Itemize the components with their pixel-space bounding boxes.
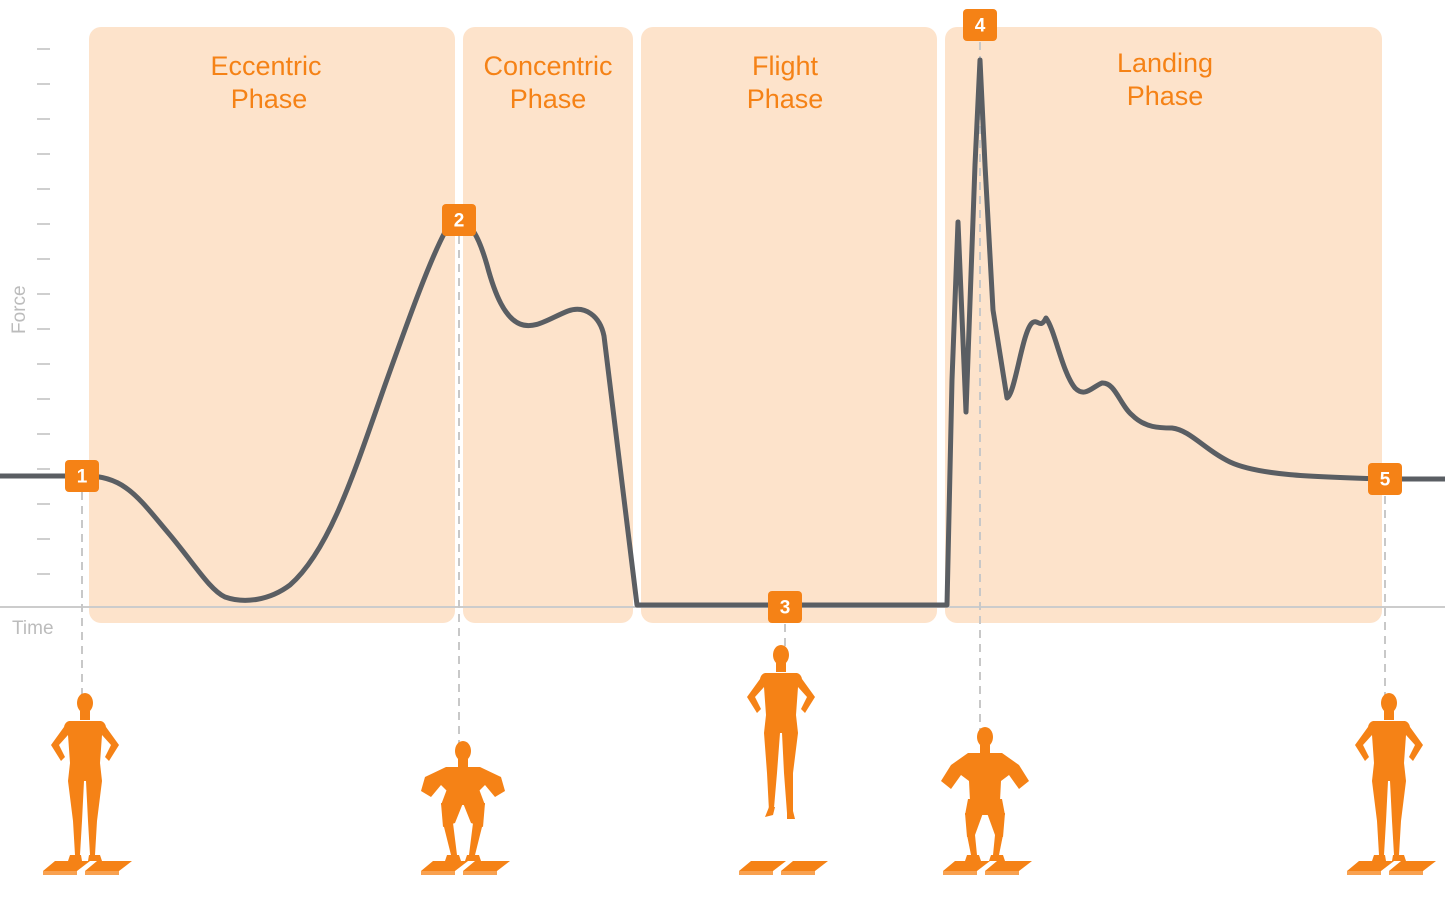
athlete-airborne-icon <box>739 645 828 875</box>
x-axis-label: Time <box>12 618 54 639</box>
phase-panel-eccentric <box>89 27 455 623</box>
marker-2-label: 2 <box>454 211 465 232</box>
phase-panel-concentric <box>463 27 633 623</box>
phase-panel-landing <box>945 27 1382 623</box>
phase-label-flight-line2: Phase <box>747 84 824 114</box>
phase-panels <box>89 27 1382 623</box>
athlete-figures <box>43 645 1436 875</box>
phase-panel-flight <box>641 27 937 623</box>
marker-3: 3 <box>768 591 802 623</box>
phase-label-concentric-line2: Phase <box>510 84 587 114</box>
marker-2: 2 <box>442 204 476 236</box>
marker-3-label: 3 <box>780 598 791 619</box>
marker-1: 1 <box>65 460 99 492</box>
force-curve <box>0 57 1445 608</box>
phase-label-flight-line1: Flight <box>752 51 819 81</box>
y-axis-label: Force <box>9 285 30 334</box>
marker-connectors <box>81 42 1386 745</box>
athlete-landing-icon <box>941 727 1032 875</box>
phase-label-eccentric-line1: Eccentric <box>210 51 321 81</box>
marker-5-label: 5 <box>1380 470 1391 491</box>
phase-labels: Eccentric Phase Concentric Phase Flight … <box>210 48 1213 114</box>
phase-label-eccentric-line2: Phase <box>231 84 308 114</box>
phase-label-landing-line2: Phase <box>1127 81 1204 111</box>
y-axis-ticks <box>37 48 50 575</box>
marker-1-label: 1 <box>77 467 88 488</box>
athlete-standing-icon <box>43 693 132 875</box>
athlete-standing-icon-end <box>1347 693 1436 875</box>
phase-label-concentric-line1: Concentric <box>483 51 612 81</box>
athlete-squat-icon <box>421 741 510 875</box>
marker-4-label: 4 <box>975 16 986 37</box>
phase-label-landing-line1: Landing <box>1117 48 1213 78</box>
marker-5: 5 <box>1368 463 1402 495</box>
marker-4: 4 <box>963 9 997 41</box>
